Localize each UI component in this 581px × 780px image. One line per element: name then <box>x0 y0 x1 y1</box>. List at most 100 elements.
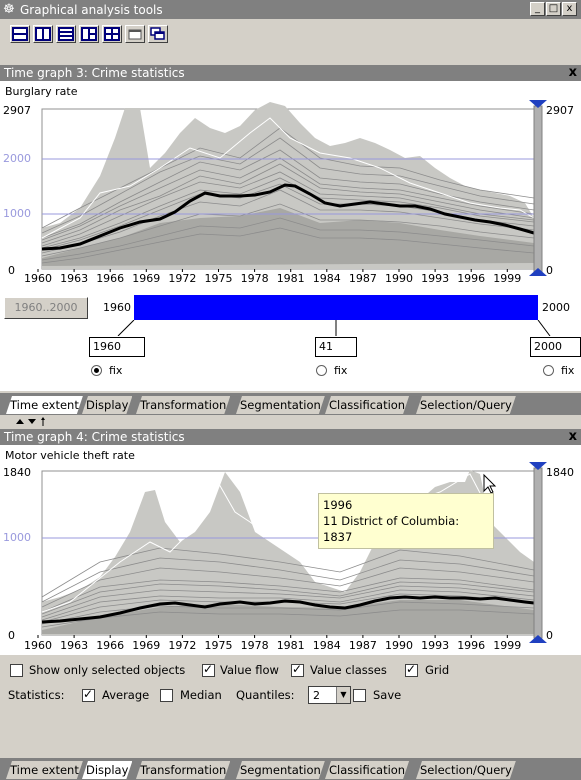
graph2-close-icon[interactable]: x <box>568 429 577 444</box>
graph2-y-range-slider[interactable] <box>533 467 543 639</box>
tooltip-year: 1996 <box>323 498 353 512</box>
tooltip: 1996 11 District of Columbia: 1837 <box>318 493 494 549</box>
graph1-header: Time graph 3: Crime statistics x <box>0 65 581 81</box>
graph1-right-zero-label: 0 <box>546 264 553 277</box>
graph1-y-range-slider[interactable] <box>533 105 543 273</box>
tab-classification[interactable]: Classification <box>325 396 409 414</box>
graph1-title: Time graph 3: Crime statistics <box>4 66 185 80</box>
splitter-arrows-icon[interactable] <box>14 416 48 428</box>
minimize-button[interactable]: _ <box>530 2 545 16</box>
time-range-button[interactable]: 1960..2000 <box>4 297 88 319</box>
length-fix-radio[interactable] <box>316 365 327 376</box>
layout-columns-icon[interactable] <box>33 25 53 43</box>
end-fix-radio[interactable] <box>543 365 554 376</box>
tab-segmentation[interactable]: Segmentation <box>236 396 325 414</box>
tab2-transformation[interactable]: Transformation <box>136 761 230 779</box>
graph2-right-zero-label: 0 <box>546 629 553 642</box>
save-checkbox[interactable] <box>353 689 366 702</box>
graph1-y-zero-label: 0 <box>8 264 15 277</box>
x-tick-label: 1984 <box>313 272 341 285</box>
x-tick-label: 1978 <box>241 272 269 285</box>
layout-rows-icon[interactable] <box>10 25 30 43</box>
statistics-label: Statistics: <box>8 688 65 702</box>
x-tick-label: 1969 <box>132 639 160 652</box>
quantiles-label: Quantiles: <box>236 688 295 702</box>
quantiles-value: 2 <box>313 689 320 702</box>
average-checkbox[interactable] <box>82 687 95 702</box>
graph1-average-line <box>41 183 535 251</box>
graph2-chart[interactable]: 1840 1000 0 1840 0 1960 1963 1966 1969 1972 1… <box>0 462 581 655</box>
tab2-classification[interactable]: Classification <box>325 761 409 779</box>
cascade-windows-icon[interactable] <box>148 25 168 43</box>
x-tick-label: 1960 <box>24 639 52 652</box>
x-tick-label: 1975 <box>205 639 233 652</box>
slider-start-label: 1960 <box>103 301 131 314</box>
end-year-field[interactable]: 2000 <box>530 337 581 357</box>
show-selected-label: Show only selected objects <box>29 663 186 677</box>
length-field[interactable]: 41 <box>315 337 357 357</box>
tab-transformation[interactable]: Transformation <box>136 396 230 414</box>
tab-selection-query[interactable]: Selection/Query <box>416 396 516 414</box>
quantiles-select[interactable]: 2 ▼ <box>308 686 351 704</box>
median-label: Median <box>180 688 222 702</box>
close-button[interactable]: x <box>562 2 577 16</box>
grid-label: Grid <box>425 663 450 677</box>
tab2-segmentation[interactable]: Segmentation <box>236 761 325 779</box>
layout-split-icon[interactable] <box>79 25 99 43</box>
graph2-right-max-label: 1840 <box>546 466 574 479</box>
tab2-display[interactable]: Display <box>82 761 132 779</box>
x-tick-label: 1960 <box>24 272 52 285</box>
slider-end-label: 2000 <box>542 301 570 314</box>
graph1-min-handle-icon[interactable] <box>529 268 547 276</box>
window-icon[interactable] <box>125 25 145 43</box>
x-tick-label: 1993 <box>421 639 449 652</box>
start-fix-radio[interactable] <box>91 365 102 376</box>
x-tick-label: 1996 <box>457 639 485 652</box>
tab-time-extent[interactable]: Time extent <box>6 396 83 414</box>
graph1-x-ticks: 1960 1963 1966 1969 1972 1975 1978 1981 1984 1987… <box>24 269 521 285</box>
tab2-selection-query[interactable]: Selection/Query <box>416 761 516 779</box>
slider-connectors <box>117 320 551 336</box>
graph2-max-handle-icon[interactable] <box>529 462 547 470</box>
x-tick-label: 1984 <box>313 639 341 652</box>
value-classes-label: Value classes <box>310 663 387 677</box>
graph1-y-low-label: 1000 <box>3 207 31 220</box>
end-fix-label: fix <box>561 364 575 377</box>
x-tick-label: 1981 <box>277 272 305 285</box>
graph1-y-max-label: 2907 <box>3 104 31 117</box>
start-year-field[interactable]: 1960 <box>89 337 145 357</box>
time-range-slider[interactable] <box>134 295 538 320</box>
graph1-attribute-label: Burglary rate <box>5 85 78 98</box>
graph1-quantile-band <box>42 208 534 266</box>
window-title: Graphical analysis tools <box>20 3 163 17</box>
tab2-time-extent[interactable]: Time extent <box>6 761 83 779</box>
graph2-y-max-label: 1840 <box>3 466 31 479</box>
grid-checkbox[interactable] <box>405 662 418 677</box>
title-bar: ☸ Graphical analysis tools _ □ x <box>0 0 581 19</box>
graph1-tab-bar: Time extent Display Transformation Segme… <box>0 393 581 415</box>
x-tick-label: 1990 <box>385 272 413 285</box>
layout-grid-icon[interactable] <box>102 25 122 43</box>
save-label: Save <box>373 688 402 702</box>
tab-display[interactable]: Display <box>82 396 132 414</box>
graph1-max-handle-icon[interactable] <box>529 100 547 108</box>
chevron-down-icon[interactable]: ▼ <box>336 687 350 703</box>
graph2-min-handle-icon[interactable] <box>529 635 547 643</box>
average-label: Average <box>102 688 150 702</box>
graph1-close-icon[interactable]: x <box>568 65 577 80</box>
graph2-x-ticks: 1960 1963 1966 1969 1972 1975 1978 1981 1984 1987… <box>24 635 521 652</box>
maximize-button[interactable]: □ <box>546 2 561 16</box>
show-selected-checkbox[interactable] <box>10 664 23 677</box>
value-classes-checkbox[interactable] <box>291 662 304 677</box>
median-checkbox[interactable] <box>160 689 173 702</box>
layout-three-rows-icon[interactable] <box>56 25 76 43</box>
x-tick-label: 1999 <box>493 639 521 652</box>
x-tick-label: 1969 <box>132 272 160 285</box>
graph1-chart[interactable]: 2907 2000 1000 0 2907 0 1960 1963 1966 1969… <box>0 98 581 295</box>
x-tick-label: 1972 <box>168 272 196 285</box>
value-flow-checkbox[interactable] <box>202 662 215 677</box>
x-tick-label: 1978 <box>241 639 269 652</box>
x-tick-label: 1999 <box>493 272 521 285</box>
graph1-y-mid-label: 2000 <box>3 152 31 165</box>
toolbar <box>0 19 581 47</box>
